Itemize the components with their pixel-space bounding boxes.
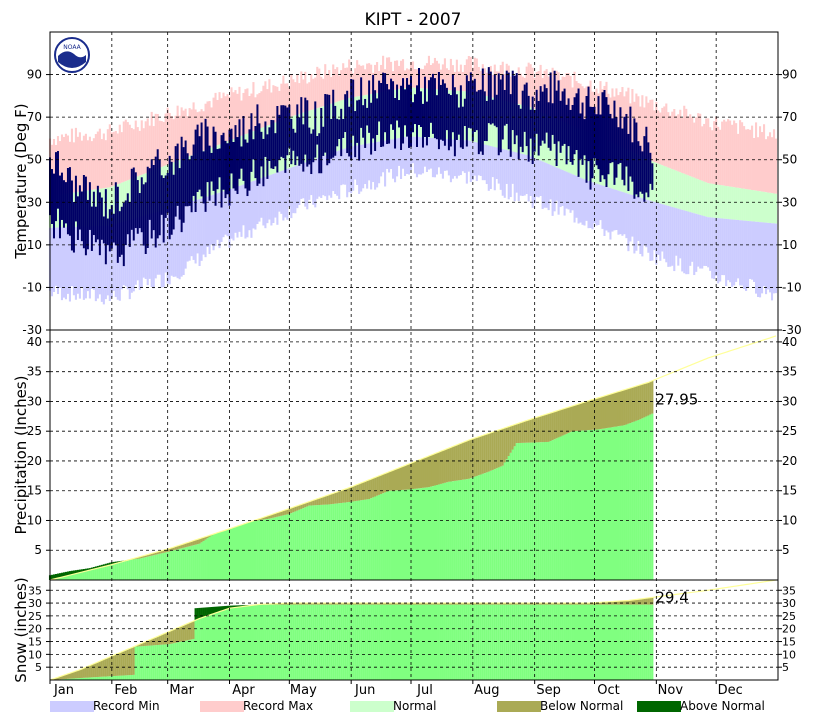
y-tick-label-right: 20 bbox=[782, 623, 796, 636]
y-tick-label-right: 30 bbox=[782, 597, 796, 610]
y-tick-label-right: -30 bbox=[782, 323, 802, 337]
x-tick-label: May bbox=[290, 683, 317, 698]
y-axis-label: Precipitation (Inches) bbox=[12, 376, 30, 535]
y-tick-label-right: 10 bbox=[782, 513, 797, 527]
normal-line bbox=[49, 335, 777, 581]
noaa-gull-shape bbox=[58, 51, 86, 68]
x-tick-label: Sep bbox=[536, 683, 561, 698]
y-tick-label: 30 bbox=[28, 597, 42, 610]
final-value-label: 29.4 bbox=[655, 589, 688, 607]
precipitation-panel: 27.95 bbox=[48, 335, 777, 581]
y-tick-label-right: 90 bbox=[782, 68, 797, 82]
y-tick-label: 25 bbox=[28, 610, 42, 623]
x-tick-label: Apr bbox=[232, 683, 255, 698]
y-tick-label-right: 10 bbox=[782, 238, 797, 252]
y-tick-label-right: 25 bbox=[782, 610, 796, 623]
y-axis-label: Snow (inches) bbox=[12, 577, 30, 682]
temperature-panel bbox=[48, 55, 778, 305]
y-tick-label: 30 bbox=[27, 195, 42, 209]
noaa-logo: NOAA bbox=[54, 37, 90, 73]
x-tick-label: Feb bbox=[114, 683, 137, 698]
y-tick-label-right: 10 bbox=[782, 648, 796, 661]
legend: Record Min Record Max Normal Below Normal Ab… bbox=[50, 699, 765, 713]
legend-swatch bbox=[497, 701, 541, 712]
y-tick-label-right: 15 bbox=[782, 636, 796, 649]
y-tick-label-right: 50 bbox=[782, 153, 797, 167]
y-tick-label-right: 30 bbox=[782, 195, 797, 209]
y-tick-label: 15 bbox=[28, 636, 42, 649]
y-tick-label: 35 bbox=[28, 584, 42, 597]
x-tick-label: Jan bbox=[53, 683, 74, 698]
plot-frame bbox=[49, 31, 779, 681]
grid-layer bbox=[50, 32, 778, 680]
y-tick-label: 90 bbox=[27, 68, 42, 82]
y-tick-label: 15 bbox=[27, 484, 42, 498]
x-tick-label: Jul bbox=[416, 683, 433, 698]
y-tick-label-right: 70 bbox=[782, 110, 797, 124]
y-tick-label: 10 bbox=[27, 513, 42, 527]
y-tick-label: 35 bbox=[27, 365, 42, 379]
legend-label: Record Max bbox=[243, 699, 313, 713]
legend-label: Normal bbox=[393, 699, 436, 713]
y-tick-label-right: 40 bbox=[782, 335, 797, 349]
y-tick-label: 10 bbox=[28, 648, 42, 661]
y-tick-label-right: 5 bbox=[782, 543, 790, 557]
y-tick-label-right: 5 bbox=[782, 661, 789, 674]
y-tick-label: 40 bbox=[27, 335, 42, 349]
y-tick-label: -10 bbox=[22, 280, 42, 294]
legend-label: Record Min bbox=[93, 699, 160, 713]
y-axis-label: Temperature (Deg F) bbox=[12, 103, 30, 259]
y-tick-label: 5 bbox=[34, 543, 42, 557]
noaa-logo-text: NOAA bbox=[63, 44, 81, 51]
legend-swatch bbox=[200, 701, 244, 712]
legend-swatch bbox=[350, 701, 394, 712]
x-tick-label: Aug bbox=[474, 683, 499, 698]
y-tick-label: 70 bbox=[27, 110, 42, 124]
final-value-label: 27.95 bbox=[655, 391, 698, 409]
y-tick-label: 20 bbox=[28, 623, 42, 636]
y-tick-label-right: 35 bbox=[782, 584, 796, 597]
y-tick-label-right: 30 bbox=[782, 394, 797, 408]
y-tick-label: 25 bbox=[27, 424, 42, 438]
axes-layer: -30 -30 -10 -10 10 10 30 30 50 50 70 70 90 90 Temperat… bbox=[12, 31, 802, 698]
legend-swatch bbox=[637, 701, 681, 712]
snow-panel: 29.4 bbox=[49, 579, 777, 681]
legend-swatch bbox=[50, 701, 94, 712]
y-tick-label-right: 15 bbox=[782, 484, 797, 498]
legend-label: Below Normal bbox=[540, 699, 623, 713]
y-tick-label: 5 bbox=[35, 661, 42, 674]
x-tick-label: Nov bbox=[658, 683, 684, 698]
y-tick-label: 20 bbox=[27, 454, 42, 468]
y-tick-label: -30 bbox=[22, 323, 42, 337]
x-tick-label: Dec bbox=[718, 683, 743, 698]
y-tick-label-right: 35 bbox=[782, 365, 797, 379]
y-tick-label-right: 25 bbox=[782, 424, 797, 438]
y-tick-label-right: -10 bbox=[782, 280, 802, 294]
y-tick-label: 10 bbox=[27, 238, 42, 252]
y-tick-label-right: 20 bbox=[782, 454, 797, 468]
y-tick-label: 50 bbox=[27, 153, 42, 167]
legend-label: Above Normal bbox=[680, 699, 765, 713]
x-tick-label: Mar bbox=[169, 683, 194, 698]
normal-line bbox=[49, 579, 777, 681]
chart-title: KIPT - 2007 bbox=[364, 10, 461, 30]
y-tick-label: 30 bbox=[27, 394, 42, 408]
x-tick-label: Oct bbox=[597, 683, 619, 698]
x-tick-label: Jun bbox=[354, 683, 375, 698]
